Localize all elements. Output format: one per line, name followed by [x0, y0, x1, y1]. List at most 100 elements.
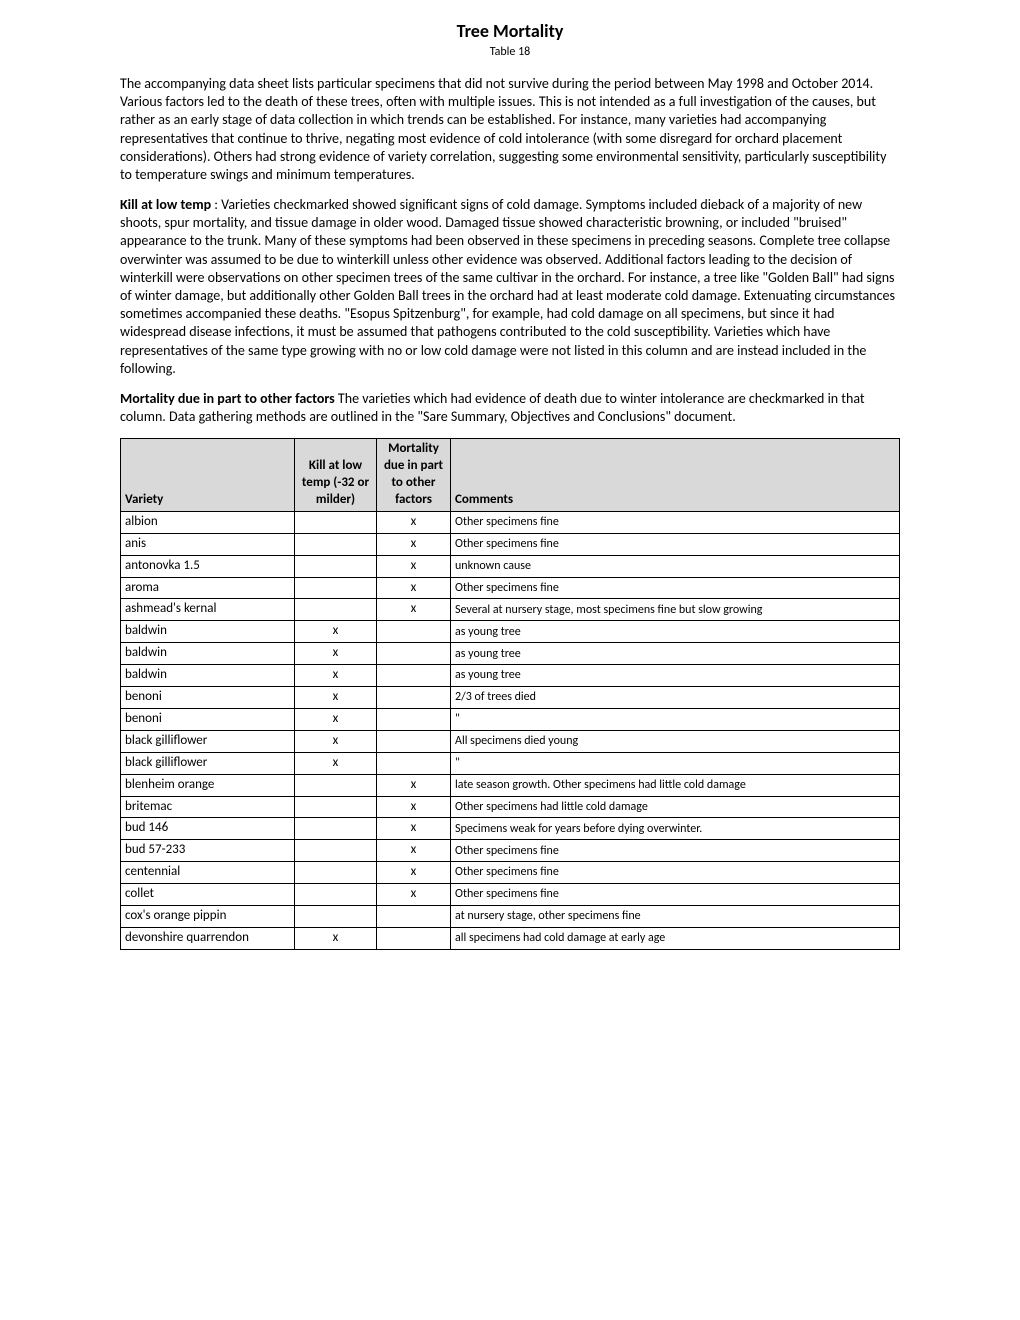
header-other: Mortality due in part to other factors	[377, 439, 451, 512]
cell-variety: devonshire quarrendon	[121, 927, 295, 949]
cell-variety: baldwin	[121, 621, 295, 643]
cell-comments: Other specimens fine	[451, 840, 900, 862]
cell-kill: x	[295, 687, 377, 709]
cell-comments: "	[451, 708, 900, 730]
cell-other: x	[377, 511, 451, 533]
cell-variety: baldwin	[121, 643, 295, 665]
cell-variety: collet	[121, 884, 295, 906]
cell-variety: cox's orange pippin	[121, 905, 295, 927]
cell-comments: All specimens died young	[451, 730, 900, 752]
table-row: anisxOther specimens fine	[121, 533, 900, 555]
cell-other	[377, 927, 451, 949]
cell-kill	[295, 905, 377, 927]
cell-kill	[295, 533, 377, 555]
cell-kill	[295, 511, 377, 533]
header-kill: Kill at low temp (-32 or milder)	[295, 439, 377, 512]
kill-low-temp-heading: Kill at low temp	[120, 196, 211, 213]
table-row: baldwinx as young tree	[121, 643, 900, 665]
cell-variety: bud 57-233	[121, 840, 295, 862]
cell-other: x	[377, 774, 451, 796]
cell-comments: all specimens had cold damage at early a…	[451, 927, 900, 949]
cell-variety: blenheim orange	[121, 774, 295, 796]
cell-other	[377, 708, 451, 730]
cell-variety: benoni	[121, 687, 295, 709]
table-row: cox's orange pippin at nursery stage, oth…	[121, 905, 900, 927]
cell-other	[377, 905, 451, 927]
cell-other	[377, 621, 451, 643]
cell-other	[377, 752, 451, 774]
cell-other	[377, 730, 451, 752]
cell-other: x	[377, 577, 451, 599]
cell-comments: as young tree	[451, 643, 900, 665]
table-header-row: Variety Kill at low temp (-32 or milder)…	[121, 439, 900, 512]
cell-comments: unknown cause	[451, 555, 900, 577]
table-row: bud 57-233xOther specimens fine	[121, 840, 900, 862]
table-row: aroma xOther specimens fine	[121, 577, 900, 599]
cell-kill: x	[295, 621, 377, 643]
cell-variety: antonovka 1.5	[121, 555, 295, 577]
cell-variety: baldwin	[121, 665, 295, 687]
cell-variety: aroma	[121, 577, 295, 599]
cell-kill: x	[295, 927, 377, 949]
other-factors-paragraph: Mortality due in part to other factors T…	[120, 390, 900, 426]
cell-variety: ashmead's kernal	[121, 599, 295, 621]
table-row: benonix"	[121, 708, 900, 730]
cell-comments: as young tree	[451, 665, 900, 687]
cell-kill: x	[295, 752, 377, 774]
cell-comments: Other specimens fine	[451, 511, 900, 533]
cell-kill	[295, 599, 377, 621]
cell-other	[377, 687, 451, 709]
cell-other	[377, 665, 451, 687]
cell-comments: at nursery stage, other specimens fine	[451, 905, 900, 927]
cell-kill	[295, 796, 377, 818]
header-comments: Comments	[451, 439, 900, 512]
table-row: benonix 2/3 of trees died	[121, 687, 900, 709]
table-row: baldwinx as young tree	[121, 665, 900, 687]
cell-kill: x	[295, 643, 377, 665]
kill-low-temp-paragraph: Kill at low temp : Varieties checkmarked…	[120, 196, 900, 378]
cell-variety: anis	[121, 533, 295, 555]
cell-variety: britemac	[121, 796, 295, 818]
table-row: black gilliflowerxAll specimens died you…	[121, 730, 900, 752]
cell-variety: black gilliflower	[121, 730, 295, 752]
cell-comments: Specimens weak for years before dying ov…	[451, 818, 900, 840]
table-row: ashmead's kernal xSeveral at nursery stag…	[121, 599, 900, 621]
cell-kill	[295, 862, 377, 884]
cell-variety: bud 146	[121, 818, 295, 840]
cell-comments: 2/3 of trees died	[451, 687, 900, 709]
cell-other: x	[377, 818, 451, 840]
cell-kill	[295, 840, 377, 862]
page-title: Tree Mortality	[120, 20, 900, 43]
cell-variety: centennial	[121, 862, 295, 884]
cell-other: x	[377, 533, 451, 555]
header-variety: Variety	[121, 439, 295, 512]
table-row: black gilliflowerx "	[121, 752, 900, 774]
other-factors-heading: Mortality due in part to other factors	[120, 390, 335, 407]
mortality-table: Variety Kill at low temp (-32 or milder)…	[120, 438, 900, 949]
cell-comments: Other specimens fine	[451, 577, 900, 599]
cell-other	[377, 643, 451, 665]
cell-other: x	[377, 555, 451, 577]
table-row: devonshire quarrendonx all specimens had …	[121, 927, 900, 949]
cell-other: x	[377, 862, 451, 884]
table-row: britemac xOther specimens had little cold…	[121, 796, 900, 818]
cell-variety: black gilliflower	[121, 752, 295, 774]
table-row: centennial xOther specimens fine	[121, 862, 900, 884]
cell-other: x	[377, 796, 451, 818]
cell-kill	[295, 774, 377, 796]
cell-variety: albion	[121, 511, 295, 533]
cell-other: x	[377, 884, 451, 906]
cell-variety: benoni	[121, 708, 295, 730]
cell-kill	[295, 577, 377, 599]
cell-other: x	[377, 599, 451, 621]
table-row: bud 146 xSpecimens weak for years before …	[121, 818, 900, 840]
cell-comments: Other specimens fine	[451, 862, 900, 884]
cell-comments: Other specimens had little cold damage	[451, 796, 900, 818]
cell-kill: x	[295, 665, 377, 687]
cell-comments: "	[451, 752, 900, 774]
table-row: blenheim orangexlate season growth. Othe…	[121, 774, 900, 796]
cell-kill	[295, 884, 377, 906]
cell-comments: Several at nursery stage, most specimens…	[451, 599, 900, 621]
cell-comments: as young tree	[451, 621, 900, 643]
table-row: antonovka 1.5 xunknown cause	[121, 555, 900, 577]
